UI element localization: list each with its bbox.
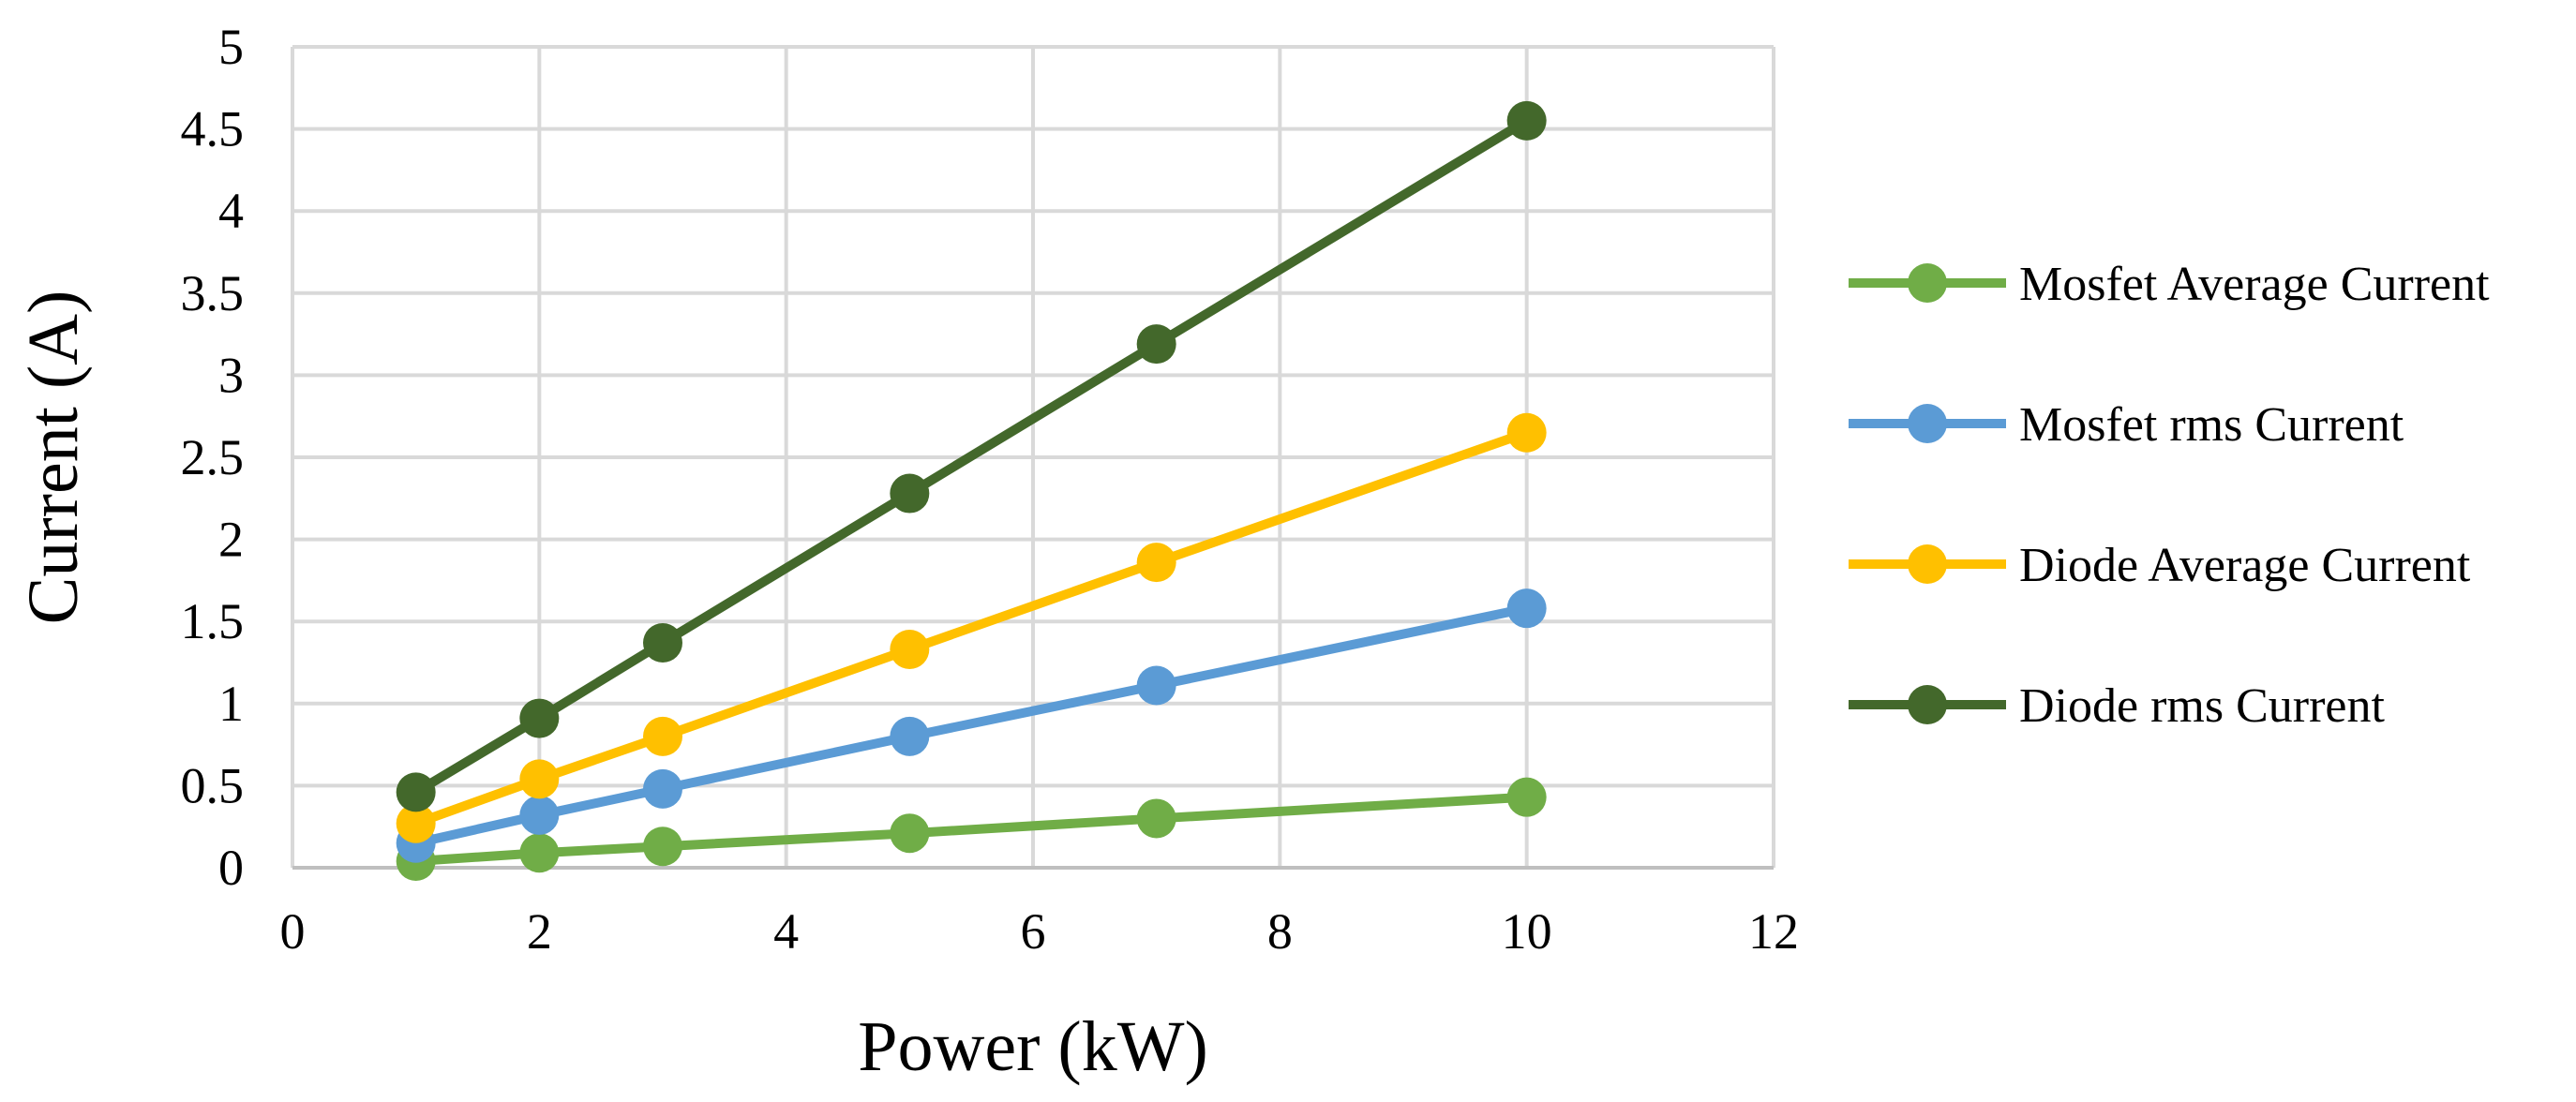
legend-marker [1908, 263, 1947, 303]
data-point [1136, 798, 1176, 839]
series-0 [396, 777, 1547, 881]
data-point [1136, 543, 1176, 583]
y-tick-label: 4.5 [181, 101, 245, 157]
data-point [519, 759, 560, 799]
data-point [1136, 324, 1176, 365]
y-tick-label: 0.5 [181, 757, 245, 813]
data-point [1136, 665, 1176, 706]
legend-item: Mosfet Average Current [1849, 258, 2490, 311]
data-point [643, 622, 682, 663]
legend-marker [1908, 404, 1947, 443]
y-tick-label: 2.5 [181, 429, 245, 485]
data-point [396, 803, 436, 843]
data-point [890, 716, 930, 756]
x-tick-label: 2 [527, 903, 552, 960]
series-3 [396, 100, 1547, 812]
grid [291, 45, 1775, 868]
series-line [413, 428, 1529, 828]
legend-label: Diode rms Current [2019, 679, 2385, 733]
series-line [413, 116, 1530, 797]
data-point [519, 795, 560, 835]
legend-marker [1908, 685, 1947, 724]
data-point [890, 813, 930, 854]
x-tick-label: 0 [280, 903, 306, 960]
y-tick-label: 3 [218, 347, 244, 403]
data-point [1506, 412, 1547, 453]
series-1 [396, 588, 1547, 863]
legend-label: Mosfet rms Current [2019, 398, 2404, 452]
x-tick-label: 8 [1267, 903, 1293, 960]
legend-item: Diode rms Current [1849, 679, 2385, 733]
legend-marker [1908, 544, 1947, 584]
data-point [519, 833, 560, 873]
y-axis-title: Current (A) [14, 290, 93, 625]
y-tick-label: 2 [218, 512, 244, 568]
data-point [1506, 588, 1547, 629]
x-tick-label: 10 [1502, 903, 1552, 960]
y-tick-label: 1 [218, 676, 244, 732]
x-tick-label: 4 [773, 903, 799, 960]
data-point [890, 473, 930, 514]
legend-label: Mosfet Average Current [2019, 258, 2490, 311]
data-point [1506, 100, 1547, 141]
y-tick-label: 1.5 [181, 593, 245, 649]
data-point [643, 826, 682, 867]
tick-labels: 0 0.5 1 1.5 2 2.5 3 3.5 4 4.5 5 0 2 4 6 8 10 12 [181, 19, 1800, 960]
legend-item: Mosfet rms Current [1849, 398, 2404, 452]
data-point [519, 698, 560, 738]
series-line [414, 603, 1528, 848]
legend-item: Diode Average Current [1849, 539, 2471, 592]
x-tick-label: 12 [1748, 903, 1799, 960]
legend: Mosfet Average Current Mosfet rms Current… [1849, 258, 2490, 733]
plot-area [396, 100, 1547, 881]
y-tick-label: 0 [218, 840, 244, 896]
legend-label: Diode Average Current [2019, 539, 2471, 592]
x-axis-title: Power (kW) [858, 1007, 1208, 1086]
y-tick-label: 5 [218, 19, 244, 75]
data-point [396, 772, 436, 812]
series-line [415, 792, 1527, 866]
data-point [643, 716, 682, 756]
series-2 [396, 412, 1547, 843]
data-point [643, 768, 682, 809]
y-tick-label: 4 [218, 183, 244, 239]
data-point [890, 629, 930, 669]
data-point [1506, 777, 1547, 817]
x-tick-label: 6 [1021, 903, 1046, 960]
y-tick-label: 3.5 [181, 265, 245, 321]
